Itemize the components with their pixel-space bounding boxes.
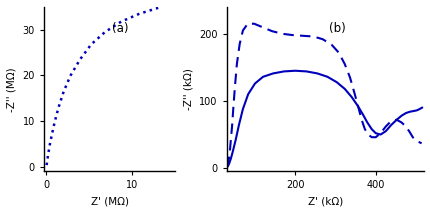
Y-axis label: -Z'' (kΩ): -Z'' (kΩ): [183, 68, 193, 110]
Y-axis label: -Z'' (MΩ): -Z'' (MΩ): [7, 67, 17, 112]
X-axis label: Z' (kΩ): Z' (kΩ): [307, 196, 342, 206]
X-axis label: Z' (MΩ): Z' (MΩ): [90, 196, 128, 206]
Text: (a): (a): [112, 22, 129, 35]
Text: (b): (b): [329, 22, 345, 35]
